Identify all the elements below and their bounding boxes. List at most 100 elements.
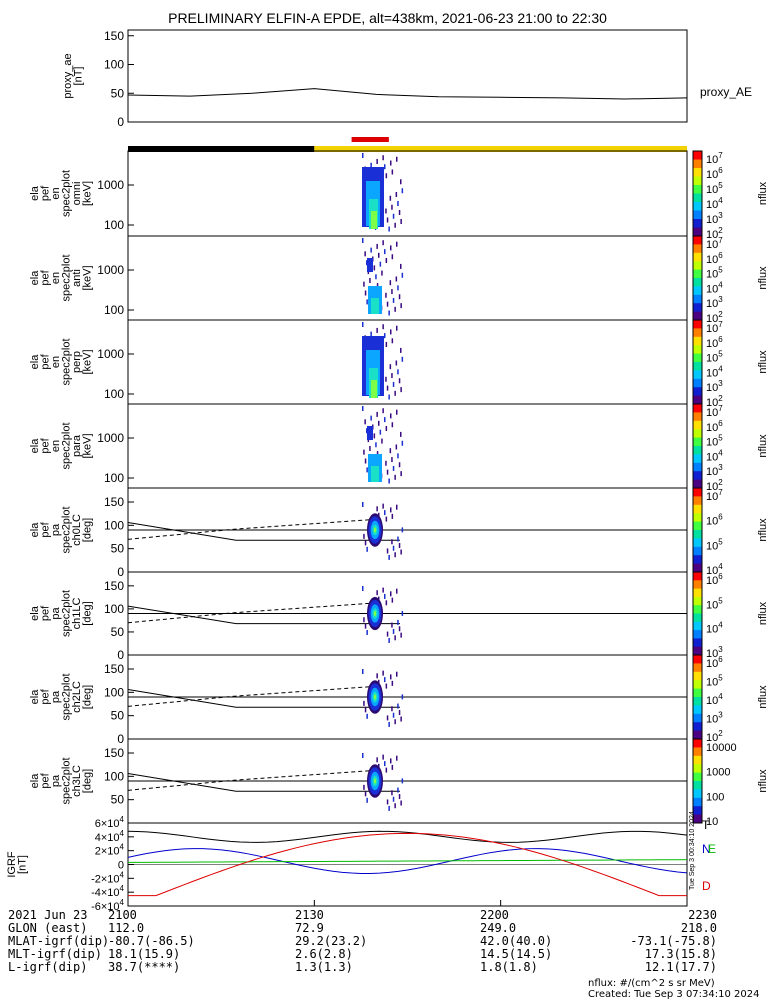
colorbar-tick-label: 107 xyxy=(706,151,723,166)
colorbar-label: nflux xyxy=(757,350,769,374)
footnote-created: Created: Tue Sep 3 07:34:10 2024 xyxy=(588,989,760,1000)
spec-panel-ylabel-line: pef xyxy=(39,269,51,285)
colorbar-tick-label: 103 xyxy=(706,211,723,226)
spec-panel-ylabel-line: ela xyxy=(29,438,41,454)
colorbar-label-text: nflux xyxy=(757,601,769,625)
side-stamp: Tue Sep 3 00:34:10 2024 xyxy=(689,811,696,890)
spec-speckle xyxy=(390,160,392,166)
colorbar-segment xyxy=(693,730,702,740)
spec-flux-core xyxy=(367,426,373,440)
colorbar-segment xyxy=(693,747,702,757)
colorbar-segment xyxy=(693,378,702,388)
igrf-ytick-label: 4×104 xyxy=(95,829,125,844)
spec-panel-frame xyxy=(127,150,688,237)
spec-speckle xyxy=(382,408,384,414)
colorbar-tick-label: 106 xyxy=(706,419,723,434)
proxy-ae-ytick-label: 50 xyxy=(111,86,125,100)
colorbar-segment xyxy=(693,764,702,774)
spec-panel-ylabel-line: ela xyxy=(29,773,41,789)
spec-speckle xyxy=(363,700,365,706)
colorbar-tick-label: 104 xyxy=(706,280,723,295)
colorbar-segment xyxy=(693,697,702,706)
spec-ytick-label: 100 xyxy=(104,602,124,616)
colorbar-frame xyxy=(692,738,703,824)
footer-value: 42.0(40.0) xyxy=(480,934,553,948)
colorbar-segment xyxy=(693,193,702,203)
colorbar-label: nflux xyxy=(757,769,769,793)
igrf-ylabel-line: [nT] xyxy=(16,855,28,874)
spec-speckle xyxy=(364,419,366,425)
spec-panel-ylabel-line: [keV] xyxy=(81,349,93,374)
spec-speckle xyxy=(389,195,392,201)
colorbar-segment xyxy=(693,655,702,664)
igrf-ylabel: IGRF[nT] xyxy=(6,851,29,878)
spec-speckle xyxy=(384,417,386,423)
spec-speckle xyxy=(391,622,393,628)
spec-panel-ylabel-line: [deg] xyxy=(81,685,93,709)
spec-speckle xyxy=(400,179,402,185)
colorbar-segment xyxy=(693,555,702,565)
spec-panel-ylabel-line: pef xyxy=(39,688,51,704)
colorbar-segment xyxy=(693,437,702,447)
igrf-ylabel-line: IGRF xyxy=(6,851,18,878)
colorbar-label: nflux xyxy=(757,434,769,458)
spec-speckle xyxy=(369,277,371,283)
phase-bar-segment xyxy=(351,137,389,142)
spec-speckle xyxy=(390,591,392,597)
spec-speckle xyxy=(362,406,364,411)
spec-speckle xyxy=(394,552,396,558)
spec-speckle xyxy=(392,297,395,303)
footer-value: 112.0 xyxy=(108,921,145,935)
spec-ytick-label: 0 xyxy=(117,648,124,662)
footer-value: 2130 xyxy=(295,908,324,922)
spec-speckle xyxy=(385,600,388,606)
colorbar-tick-label: 107 xyxy=(706,236,723,251)
spec-speckle xyxy=(391,790,393,796)
colorbar-segment xyxy=(693,185,702,194)
colorbar-tick-label: 107 xyxy=(706,488,723,503)
spec-speckle xyxy=(388,226,390,232)
colorbar-tick-label: 102 xyxy=(706,394,723,409)
colorbar-segment xyxy=(693,269,702,279)
colorbar-segment xyxy=(693,646,702,656)
spec-panel-ylabel-line: pa xyxy=(50,774,62,787)
spec-panel-ylabel-line: spec2plot xyxy=(60,673,72,720)
colorbar-tick-label: 104 xyxy=(706,692,723,707)
colorbar-segment xyxy=(693,151,702,160)
spec-panel-frame xyxy=(127,403,688,489)
spec-flux-core xyxy=(371,211,377,229)
spec-ytick-label: 50 xyxy=(111,709,125,723)
spec-speckle xyxy=(400,632,402,638)
spec-ytick-label: 100 xyxy=(104,685,124,699)
spec-speckle xyxy=(391,422,394,428)
spec-panel-ylabel-line: [deg] xyxy=(81,518,93,542)
spec-speckle xyxy=(384,249,386,255)
spec-speckle xyxy=(376,506,378,512)
spec-speckle xyxy=(396,241,398,247)
spec-speckle xyxy=(391,169,394,175)
spec-speckle xyxy=(385,683,388,689)
colorbar-tick-label: 106 xyxy=(706,251,723,266)
spec-speckle xyxy=(381,270,383,276)
colorbar-segment xyxy=(693,772,702,782)
colorbar-segment xyxy=(693,420,702,430)
igrf-series-e xyxy=(127,859,688,863)
spec-panel-ylabel-line: spec2plot xyxy=(60,338,72,385)
proxy-ae-ylabel: proxy_ae[nT] xyxy=(62,53,85,98)
spec-speckle xyxy=(364,458,367,464)
spec-speckle xyxy=(392,628,395,634)
spec-speckle xyxy=(385,767,388,773)
spec-speckle xyxy=(364,791,367,797)
colorbar-segment xyxy=(693,563,702,573)
anti-loss-cone-line xyxy=(127,686,371,707)
spec-panel-ylabel-line: pef xyxy=(39,185,51,201)
spec-speckle xyxy=(364,540,367,546)
spec-speckle xyxy=(401,527,404,533)
spec-speckle xyxy=(390,758,392,764)
spec-speckle xyxy=(370,162,372,168)
spec-panel-ylabel-line: spec2plot xyxy=(60,590,72,637)
spec-speckle xyxy=(366,260,368,266)
colorbar-segment xyxy=(693,688,702,698)
